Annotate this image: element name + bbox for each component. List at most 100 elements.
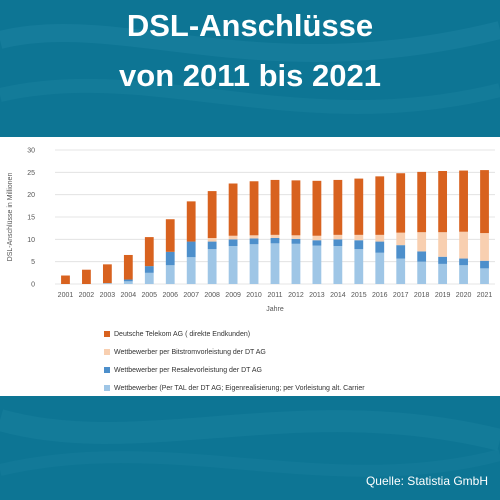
legend-item: Wettbewerber (Per TAL der DT AG; Eigenre… bbox=[104, 379, 365, 397]
bar-segment-2017-s1 bbox=[396, 245, 406, 259]
bar-segment-2014-s3 bbox=[333, 179, 343, 235]
bar-segment-2009-s3 bbox=[228, 183, 238, 236]
bar-segment-2013-s0 bbox=[312, 245, 322, 284]
bar-segment-2013-s2 bbox=[312, 235, 322, 241]
x-tick-label: 2020 bbox=[456, 292, 472, 299]
bar-segment-2016-s3 bbox=[375, 176, 385, 235]
x-tick-label: 2005 bbox=[141, 292, 157, 299]
bar-segment-2017-s2 bbox=[396, 232, 406, 246]
stacked-bar-chart: 0 5 10 15 20 25 30 DSL-Anschlüsse in Millionen 2… bbox=[7, 148, 495, 313]
x-tick-label: 2019 bbox=[435, 292, 451, 299]
bar-segment-2015-s2 bbox=[354, 234, 364, 241]
bar-segment-2005-s1 bbox=[144, 266, 154, 273]
bar-segment-2008-s2 bbox=[207, 237, 217, 242]
x-tick-label: 2014 bbox=[330, 292, 346, 299]
bar-segment-2016-s2 bbox=[375, 234, 385, 242]
bar-segment-2010-s2 bbox=[249, 235, 259, 239]
bar-segment-2014-s1 bbox=[333, 239, 343, 247]
bar-segment-2019-s1 bbox=[438, 256, 448, 264]
bar-segment-2014-s2 bbox=[333, 234, 343, 240]
x-tick-label: 2004 bbox=[121, 292, 137, 299]
y-tick-label: 0 bbox=[31, 282, 35, 289]
y-tick-label: 20 bbox=[27, 192, 35, 199]
bar-segment-2007-s0 bbox=[186, 257, 196, 284]
bar-segment-2009-s0 bbox=[228, 246, 238, 284]
y-tick-label: 15 bbox=[27, 215, 35, 222]
x-tick-label: 2017 bbox=[393, 292, 409, 299]
bar-segment-2012-s2 bbox=[291, 235, 301, 239]
bar-segment-2012-s0 bbox=[291, 243, 301, 284]
legend-item: Wettbewerber per Bitstromvorleistung der… bbox=[104, 343, 365, 361]
bar-segment-2013-s3 bbox=[312, 180, 322, 236]
x-tick-label: 2010 bbox=[246, 292, 262, 299]
bar-segment-2014-s0 bbox=[333, 246, 343, 284]
bar-segment-2015-s0 bbox=[354, 249, 364, 284]
bar-segment-2018-s2 bbox=[417, 232, 427, 252]
bar-segment-2013-s1 bbox=[312, 240, 322, 246]
x-tick-label: 2016 bbox=[372, 292, 388, 299]
bar-segment-2009-s1 bbox=[228, 239, 238, 247]
legend-label: Deutsche Telekom AG ( direkte Endkunden) bbox=[114, 330, 251, 338]
bar-segment-2019-s0 bbox=[438, 263, 448, 284]
legend-label: Wettbewerber per Bitstromvorleistung der… bbox=[114, 348, 266, 356]
chart-legend: Deutsche Telekom AG ( direkte Endkunden)… bbox=[104, 325, 365, 397]
bar-segment-2018-s3 bbox=[417, 171, 427, 233]
bar-segment-2016-s0 bbox=[375, 252, 385, 284]
bar-segment-2011-s1 bbox=[270, 237, 280, 244]
bar-segment-2006-s0 bbox=[165, 265, 175, 284]
bar-segment-2018-s1 bbox=[417, 251, 427, 262]
bar-segment-2021-s0 bbox=[480, 268, 489, 284]
y-tick-label: 5 bbox=[31, 259, 35, 266]
bar-segment-2011-s3 bbox=[270, 179, 280, 235]
bar-segment-2012-s1 bbox=[291, 238, 301, 244]
bar-segment-2019-s3 bbox=[438, 170, 448, 233]
x-axis-label: Jahre bbox=[266, 306, 284, 313]
y-tick-label: 30 bbox=[27, 148, 35, 155]
bar-segment-2020-s1 bbox=[459, 258, 468, 266]
y-tick-label: 10 bbox=[27, 237, 35, 244]
bar-segment-2001-s3 bbox=[61, 275, 70, 284]
bar-segment-2011-s2 bbox=[270, 234, 280, 238]
bar-segment-2021-s1 bbox=[480, 260, 489, 269]
legend-label: Wettbewerber per Resalevorleistung der D… bbox=[114, 366, 262, 374]
chart-panel: 0 5 10 15 20 25 30 DSL-Anschlüsse in Millionen 2… bbox=[0, 137, 500, 396]
bar-segment-2015-s1 bbox=[354, 240, 364, 250]
x-tick-label: 2013 bbox=[309, 292, 325, 299]
bar-segment-2003-s0 bbox=[102, 283, 112, 284]
x-tick-label: 2003 bbox=[100, 292, 116, 299]
bar-segment-2020-s2 bbox=[459, 231, 468, 259]
bar-segment-2007-s1 bbox=[186, 241, 196, 258]
bar-segment-2010-s3 bbox=[249, 181, 259, 236]
legend-swatch bbox=[104, 331, 110, 337]
bar-segment-2017-s0 bbox=[396, 258, 406, 284]
bar-segment-2004-s1 bbox=[123, 279, 133, 282]
bar-segment-2004-s3 bbox=[123, 254, 133, 280]
source-credit: Quelle: Statistia GmbH bbox=[365, 474, 488, 488]
bar-segment-2020-s3 bbox=[459, 170, 468, 232]
bar-segment-2006-s1 bbox=[165, 251, 175, 266]
x-tick-label: 2001 bbox=[58, 292, 74, 299]
x-tick-label: 2012 bbox=[288, 292, 304, 299]
legend-swatch bbox=[104, 385, 110, 391]
x-tick-label: 2011 bbox=[267, 292, 282, 299]
bar-segment-2020-s0 bbox=[459, 265, 468, 284]
x-tick-label: 2008 bbox=[204, 292, 220, 299]
bar-segment-2004-s0 bbox=[123, 281, 133, 284]
bar-segment-2018-s0 bbox=[417, 261, 427, 284]
bar-segment-2011-s0 bbox=[270, 243, 280, 284]
title-line-2: von 2011 bis 2021 bbox=[119, 58, 381, 93]
bar-segment-2019-s2 bbox=[438, 232, 448, 257]
legend-item: Deutsche Telekom AG ( direkte Endkunden) bbox=[104, 325, 365, 343]
x-tick-label: 2021 bbox=[477, 292, 493, 299]
x-tick-label: 2015 bbox=[351, 292, 367, 299]
x-tick-label: 2002 bbox=[79, 292, 95, 299]
bar-segment-2010-s1 bbox=[249, 238, 259, 245]
x-tick-label: 2007 bbox=[183, 292, 199, 299]
x-tick-label: 2009 bbox=[225, 292, 241, 299]
bar-segment-2003-s3 bbox=[102, 264, 112, 284]
title-line-1: DSL-Anschlüsse bbox=[126, 8, 374, 43]
bar-segment-2010-s0 bbox=[249, 244, 259, 284]
bar-segment-2016-s1 bbox=[375, 241, 385, 253]
